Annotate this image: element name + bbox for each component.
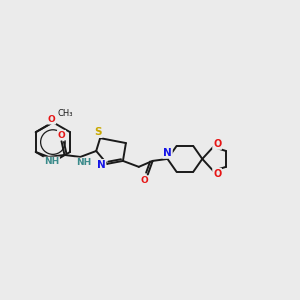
Text: NH: NH [44, 158, 59, 166]
Text: O: O [141, 176, 148, 185]
Text: O: O [48, 115, 56, 124]
Text: O: O [58, 130, 65, 140]
Text: NH: NH [76, 158, 91, 167]
Text: O: O [213, 169, 221, 179]
Text: O: O [213, 139, 221, 149]
Text: N: N [163, 148, 172, 158]
Text: N: N [97, 160, 106, 170]
Text: CH₃: CH₃ [58, 109, 73, 118]
Text: S: S [94, 127, 102, 137]
